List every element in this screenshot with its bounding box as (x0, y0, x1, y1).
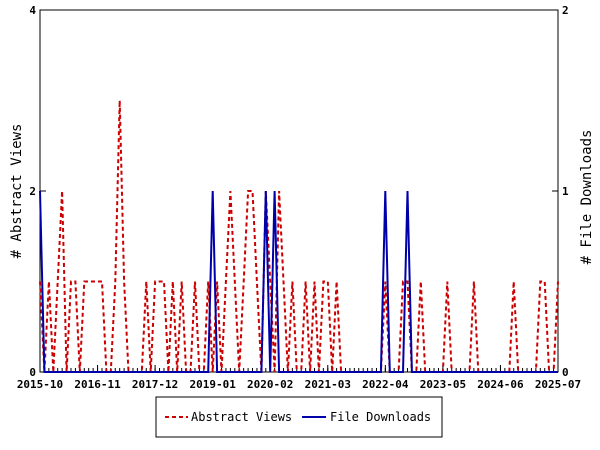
legend-label-file-downloads: File Downloads (330, 410, 431, 424)
x-tick-label: 2022-04 (362, 378, 409, 391)
x-tick-label: 2016-11 (74, 378, 121, 391)
y-left-tick-label: 4 (29, 4, 36, 17)
x-tick-label: 2017-12 (132, 378, 178, 391)
legend: Abstract Views File Downloads (155, 396, 443, 438)
series-layer (39, 100, 559, 373)
series-line-file-downloads (39, 190, 558, 373)
x-tick-label: 2015-10 (17, 378, 63, 391)
y-left-tick-label: 0 (29, 366, 36, 379)
series-line-abstract-views (39, 100, 559, 373)
y-axis-right-title: # File Downloads (579, 130, 595, 265)
y-axis-left-title: # Abstract Views (9, 124, 25, 259)
x-tick-label: 2025-07 (535, 378, 581, 391)
x-tick-label: 2024-06 (477, 378, 524, 391)
x-tick-label: 2023-05 (420, 378, 466, 391)
legend-box (155, 396, 443, 438)
y-left-tick-label: 2 (29, 185, 36, 198)
legend-label-abstract-views: Abstract Views (191, 410, 292, 424)
y-right-tick-label: 0 (562, 366, 569, 379)
tick-labels: 2015-10 2016-11 2017-12 2019-01 2020-02 2021-… (17, 4, 581, 391)
x-tick-label: 2021-03 (305, 378, 351, 391)
y-right-tick-label: 1 (562, 185, 569, 198)
x-tick-label: 2019-01 (189, 378, 236, 391)
x-tick-label: 2020-02 (247, 378, 293, 391)
y-right-tick-label: 2 (562, 4, 569, 17)
